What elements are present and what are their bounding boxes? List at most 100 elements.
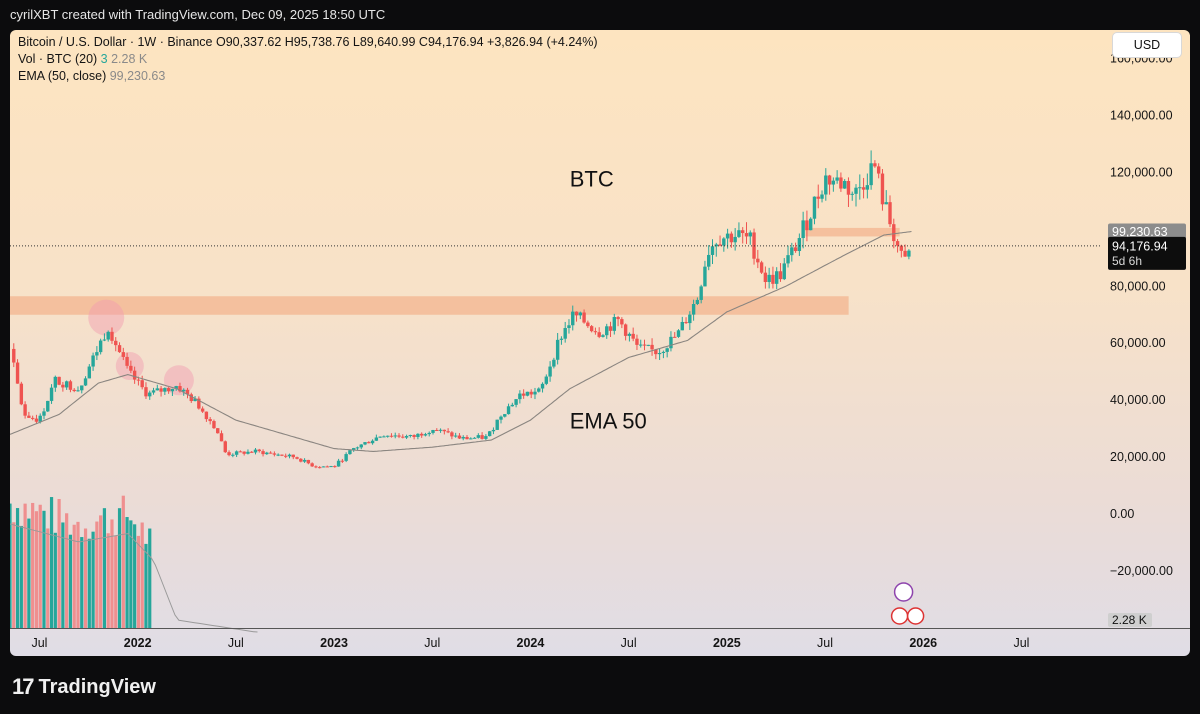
candle-body — [234, 451, 239, 455]
candle-body — [72, 389, 76, 392]
ohlc-legend: Bitcoin / U.S. Dollar · 1W · Binance O90… — [18, 35, 598, 49]
candle-body — [170, 388, 175, 392]
tradingview-logo-icon: 17 — [12, 674, 35, 699]
candle-body — [646, 344, 650, 346]
candle-body — [718, 244, 722, 246]
candle-body — [495, 419, 499, 430]
candle-body — [741, 230, 745, 234]
candle-body — [272, 453, 277, 455]
candle-body — [268, 452, 273, 454]
candle-body — [571, 311, 575, 326]
candle-body — [442, 429, 447, 432]
us-flag-icon — [906, 607, 925, 625]
candle-body — [30, 417, 35, 419]
y-tick-label: −20,000.00 — [1110, 564, 1173, 578]
candle-body — [514, 399, 518, 405]
x-tick-label: Jul — [621, 636, 637, 650]
candle-body — [182, 389, 186, 392]
candle-body — [348, 450, 352, 455]
volume-tag-label: 2.28 K — [1112, 613, 1147, 627]
candle-body — [461, 436, 465, 439]
candle-body — [778, 271, 783, 280]
candle-body — [450, 432, 454, 437]
attribution-bar: cyrilXBT created with TradingView.com, D… — [0, 0, 1200, 30]
y-tick-label: 140,000.00 — [1110, 108, 1173, 122]
event-flash-icon — [893, 582, 914, 602]
candle-body — [661, 351, 666, 353]
candle-body — [223, 441, 227, 453]
candle-body — [389, 435, 394, 437]
candle-body — [850, 193, 854, 195]
candle-body — [42, 411, 46, 416]
volume-bar — [57, 499, 61, 628]
y-tick-label: 120,000.00 — [1110, 165, 1173, 179]
candle-body — [287, 454, 292, 457]
candle-body — [238, 451, 243, 453]
volume-bar — [148, 528, 152, 628]
zone-resistance — [805, 227, 900, 237]
candle-body — [423, 434, 428, 436]
candle-body — [907, 250, 911, 257]
candle-body — [246, 451, 250, 454]
candle-body — [318, 467, 322, 469]
candle-body — [673, 336, 677, 338]
candle-body — [174, 386, 178, 389]
candle-body — [378, 436, 382, 438]
candle-body — [340, 460, 345, 462]
volume-bar — [121, 495, 125, 628]
candle-body — [197, 398, 201, 409]
candle-body — [242, 451, 246, 454]
candle-body — [453, 435, 458, 437]
candle-body — [98, 340, 103, 353]
candle-body — [114, 340, 118, 346]
volume-bar — [91, 531, 95, 628]
currency-button[interactable]: USD — [1112, 32, 1182, 58]
candle-body — [722, 238, 726, 246]
candle-body — [767, 274, 771, 283]
candle-body — [446, 431, 450, 433]
candle-body — [155, 388, 159, 391]
candle-body — [888, 202, 892, 225]
candle-body — [756, 258, 760, 263]
candle-body — [87, 366, 92, 379]
volume-tag — [1108, 613, 1152, 627]
attribution-text: cyrilXBT created with TradingView.com, D… — [10, 7, 386, 22]
candle-body — [355, 447, 360, 449]
volume-bar — [72, 524, 76, 628]
candle-body — [503, 414, 507, 417]
candle-body — [567, 325, 571, 329]
candle-body — [49, 387, 54, 401]
candle-body — [552, 359, 556, 367]
x-tick-label: Jul — [31, 636, 47, 650]
candle-body — [793, 247, 798, 252]
candle-body — [544, 376, 549, 384]
volume-bar — [61, 522, 65, 628]
candle-body — [710, 246, 715, 255]
candle-body — [820, 194, 824, 199]
candle-body — [121, 352, 126, 357]
volume-bar — [34, 511, 39, 628]
zone-support — [10, 296, 849, 315]
candle-body — [469, 438, 473, 440]
candle-body — [204, 411, 209, 420]
candle-body — [616, 317, 620, 320]
candle-body — [858, 187, 862, 189]
candle-body — [253, 449, 258, 453]
candle-body — [869, 163, 873, 186]
candle-body — [521, 393, 526, 396]
candle-body — [250, 451, 254, 453]
candle-body — [582, 312, 586, 323]
candle-body — [472, 437, 477, 439]
candle-body — [397, 435, 401, 437]
candle-body — [491, 429, 496, 432]
volume-bar — [10, 503, 12, 628]
volume-label: Vol · BTC (20) — [18, 52, 98, 66]
candle-body — [903, 250, 907, 257]
candle-body — [899, 245, 904, 251]
candle-body — [518, 393, 522, 400]
candle-body — [831, 180, 836, 185]
candle-body — [419, 433, 424, 436]
y-tick-label: 80,000.00 — [1110, 279, 1166, 293]
